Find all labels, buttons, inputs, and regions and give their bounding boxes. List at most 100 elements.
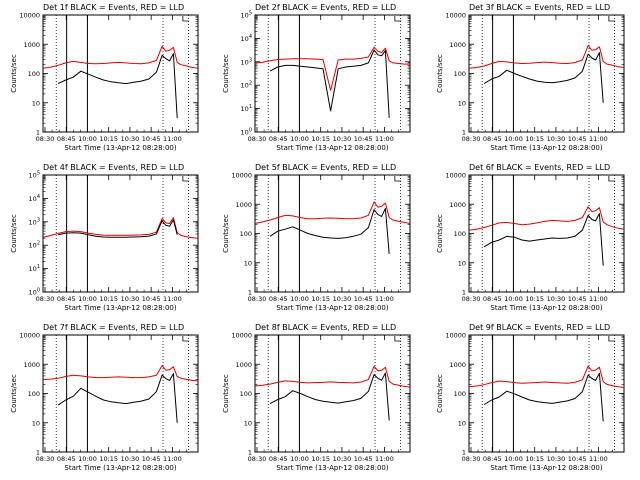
- x-tick-label: 10:45: [354, 455, 373, 463]
- x-tick-label: 11:00: [589, 455, 608, 463]
- y-tick-label: 10: [32, 419, 40, 427]
- detector-panel: Det 4f BLACK = Events, RED = LLD 100 101 10…: [10, 163, 199, 312]
- panel-title: Det 8f BLACK = Events, RED = LLD: [255, 323, 396, 332]
- state-bracket-marker: [182, 16, 189, 22]
- y-tick-label: 1: [462, 449, 466, 457]
- x-tick-label: 08:45: [483, 295, 502, 303]
- x-tick-label: 10:45: [568, 455, 587, 463]
- x-tick-label: 10:00: [78, 295, 97, 303]
- state-bracket-marker: [608, 16, 615, 22]
- detector-panel: Det 7f BLACK = Events, RED = LLD 1 10 100 10…: [10, 323, 199, 472]
- y-tick-label: 1: [36, 129, 40, 137]
- x-tick-label: 10:30: [333, 135, 352, 143]
- y-tick-label: 1: [462, 129, 466, 137]
- x-tick-label: 10:00: [504, 135, 523, 143]
- x-axis-label: Start Time (13-Apr-12 08:28:00): [276, 304, 388, 312]
- y-tick-label: 102: [29, 241, 40, 250]
- detector-panel: Det 2f BLACK = Events, RED = LLD 100 101 10…: [222, 3, 411, 152]
- lld-series-line: [42, 45, 199, 69]
- x-tick-label: 11:00: [163, 295, 182, 303]
- x-axis-label: Start Time (13-Apr-12 08:28:00): [64, 464, 176, 472]
- lld-series-line: [254, 365, 411, 388]
- x-tick-label: 08:30: [462, 135, 481, 143]
- x-tick-label: 11:00: [375, 295, 394, 303]
- x-tick-label: 10:15: [525, 455, 544, 463]
- x-tick-label: 10:00: [504, 295, 523, 303]
- events-series-line: [483, 213, 604, 266]
- x-tick-label: 08:45: [483, 455, 502, 463]
- events-series-line: [269, 372, 390, 421]
- x-axis-label: Start Time (13-Apr-12 08:28:00): [64, 304, 176, 312]
- y-tick-label: 104: [241, 34, 252, 43]
- y-tick-label: 1000: [449, 41, 466, 49]
- x-axis-label: Start Time (13-Apr-12 08:28:00): [276, 144, 388, 152]
- y-tick-label: 101: [241, 104, 252, 113]
- y-tick-label: 105: [241, 11, 252, 20]
- x-tick-label: 08:30: [248, 135, 267, 143]
- lld-series-line: [468, 45, 625, 69]
- x-tick-label: 10:15: [311, 135, 330, 143]
- x-tick-label: 10:30: [121, 135, 140, 143]
- x-tick-label: 10:15: [99, 135, 118, 143]
- y-axis-label: Counts/sec: [10, 214, 18, 253]
- y-tick-label: 10000: [445, 172, 466, 180]
- y-tick-label: 100: [28, 390, 40, 398]
- x-tick-label: 08:45: [269, 295, 288, 303]
- x-tick-label: 08:30: [462, 295, 481, 303]
- x-tick-label: 10:15: [525, 135, 544, 143]
- events-series-line: [57, 219, 178, 238]
- y-tick-label: 103: [29, 217, 40, 226]
- x-axis-label: Start Time (13-Apr-12 08:28:00): [490, 464, 602, 472]
- x-tick-label: 10:45: [142, 455, 161, 463]
- y-tick-label: 100: [28, 70, 40, 78]
- x-axis-label: Start Time (13-Apr-12 08:28:00): [490, 144, 602, 152]
- y-tick-label: 10000: [19, 12, 40, 20]
- x-tick-label: 10:00: [504, 455, 523, 463]
- x-tick-label: 10:00: [78, 135, 97, 143]
- y-tick-label: 1000: [449, 361, 466, 369]
- y-tick-label: 1000: [23, 361, 40, 369]
- x-tick-label: 10:00: [290, 295, 309, 303]
- y-axis-label: Counts/sec: [10, 54, 18, 93]
- events-series-line: [483, 372, 604, 422]
- y-tick-label: 104: [29, 194, 40, 203]
- events-series-line: [269, 49, 390, 118]
- x-tick-label: 10:15: [311, 295, 330, 303]
- x-tick-label: 08:45: [57, 455, 76, 463]
- y-tick-label: 102: [241, 81, 252, 90]
- state-bracket-marker: [608, 336, 615, 342]
- y-tick-label: 10: [458, 99, 466, 107]
- x-tick-label: 08:30: [36, 135, 55, 143]
- y-tick-label: 101: [29, 264, 40, 273]
- panel-title: Det 3f BLACK = Events, RED = LLD: [469, 3, 610, 12]
- y-axis-label: Counts/sec: [436, 214, 444, 253]
- y-tick-label: 10: [244, 419, 252, 427]
- detector-panel: Det 9f BLACK = Events, RED = LLD 1 10 100 10…: [436, 323, 625, 472]
- x-axis-label: Start Time (13-Apr-12 08:28:00): [490, 304, 602, 312]
- x-tick-label: 10:30: [333, 295, 352, 303]
- x-tick-label: 11:00: [375, 455, 394, 463]
- x-tick-label: 10:30: [121, 295, 140, 303]
- y-tick-label: 100: [241, 128, 252, 137]
- y-tick-label: 1: [248, 289, 252, 297]
- y-tick-label: 10: [458, 259, 466, 267]
- y-tick-label: 100: [29, 288, 40, 297]
- y-tick-label: 10: [32, 99, 40, 107]
- x-tick-label: 08:30: [36, 295, 55, 303]
- y-axis-label: Counts/sec: [10, 374, 18, 413]
- state-bracket-marker: [394, 176, 401, 182]
- y-tick-label: 100: [454, 390, 466, 398]
- x-tick-label: 10:15: [99, 455, 118, 463]
- x-tick-label: 10:15: [525, 295, 544, 303]
- x-axis-label: Start Time (13-Apr-12 08:28:00): [64, 144, 176, 152]
- x-tick-label: 10:00: [290, 135, 309, 143]
- y-tick-label: 100: [454, 70, 466, 78]
- events-series-line: [57, 53, 178, 119]
- lld-series-line: [254, 46, 410, 91]
- events-series-line: [57, 373, 178, 423]
- x-axis-label: Start Time (13-Apr-12 08:28:00): [276, 464, 388, 472]
- x-tick-label: 08:45: [57, 295, 76, 303]
- y-axis-label: Counts/sec: [436, 54, 444, 93]
- lld-series-line: [42, 365, 199, 382]
- detector-panel: Det 3f BLACK = Events, RED = LLD 1 10 100 10…: [436, 3, 625, 152]
